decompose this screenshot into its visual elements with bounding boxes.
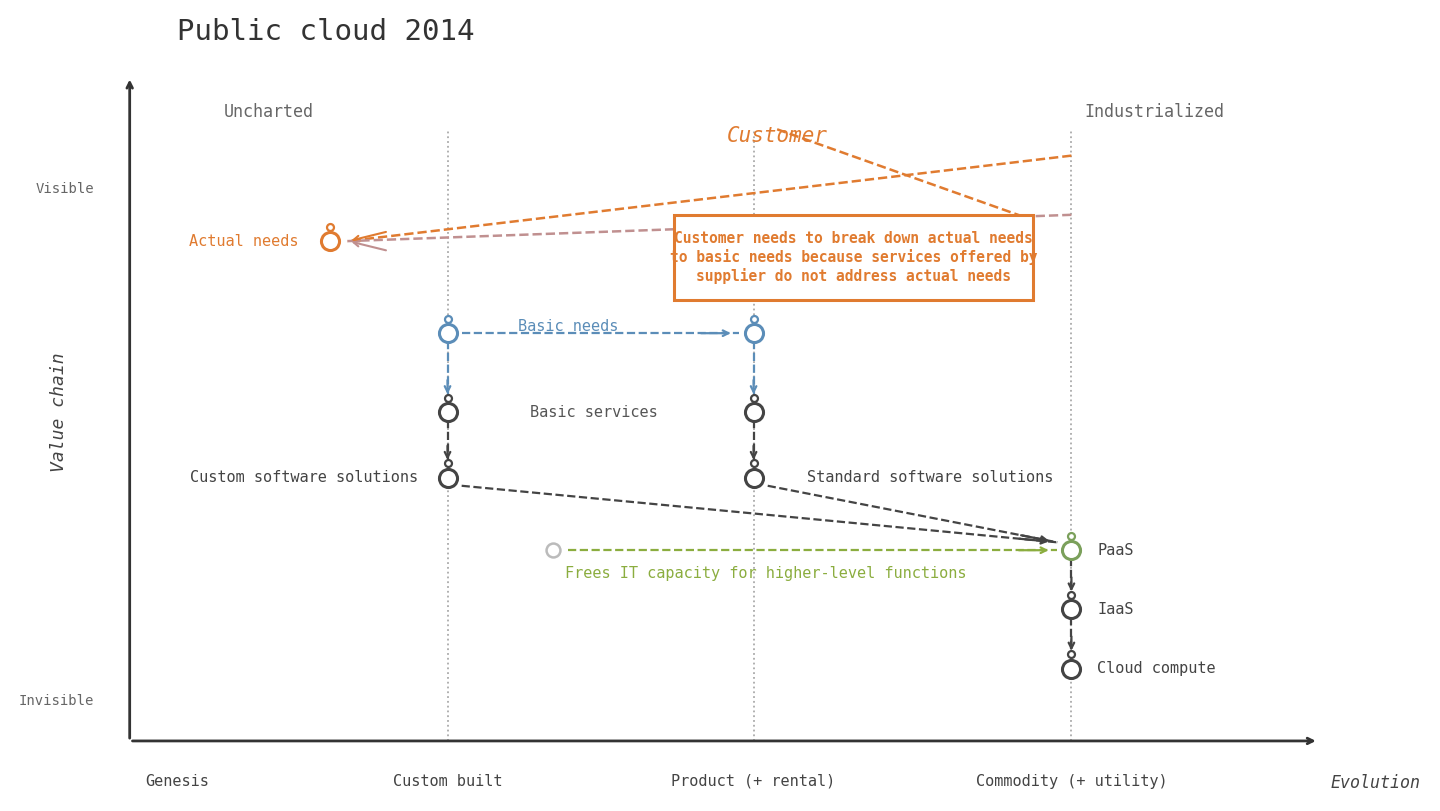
Text: Product (+ rental): Product (+ rental): [671, 774, 835, 789]
Text: Frees IT capacity for higher-level functions: Frees IT capacity for higher-level funct…: [564, 566, 966, 581]
Text: IaaS: IaaS: [1097, 602, 1133, 617]
Text: Genesis: Genesis: [145, 774, 209, 789]
Text: Custom software solutions: Custom software solutions: [190, 470, 418, 485]
FancyBboxPatch shape: [674, 215, 1032, 300]
Text: Customer needs to break down actual needs
to basic needs because services offere: Customer needs to break down actual need…: [670, 231, 1037, 284]
Text: Value chain: Value chain: [50, 352, 68, 472]
Text: Actual needs: Actual needs: [189, 234, 298, 249]
Text: Basic services: Basic services: [530, 405, 658, 419]
Text: Customer: Customer: [727, 126, 828, 146]
Text: Industrialized: Industrialized: [1084, 103, 1224, 121]
Text: Evolution: Evolution: [1331, 774, 1420, 792]
Text: Standard software solutions: Standard software solutions: [806, 470, 1053, 485]
Text: Basic needs: Basic needs: [518, 319, 619, 334]
Text: Custom built: Custom built: [393, 774, 503, 789]
Text: Visible: Visible: [36, 182, 95, 195]
Text: Public cloud 2014: Public cloud 2014: [177, 18, 474, 45]
Text: Uncharted: Uncharted: [223, 103, 314, 121]
Text: Cloud compute: Cloud compute: [1097, 661, 1215, 676]
Text: Invisible: Invisible: [19, 694, 95, 709]
Text: PaaS: PaaS: [1097, 543, 1133, 558]
Text: Commodity (+ utility): Commodity (+ utility): [976, 774, 1168, 789]
